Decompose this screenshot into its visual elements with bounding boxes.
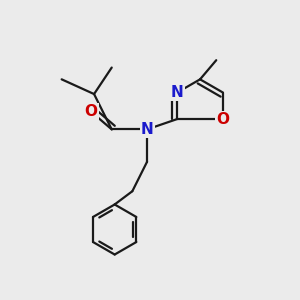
Text: N: N: [171, 85, 184, 100]
Text: N: N: [141, 122, 153, 137]
Text: O: O: [217, 112, 230, 127]
Text: O: O: [85, 104, 98, 119]
